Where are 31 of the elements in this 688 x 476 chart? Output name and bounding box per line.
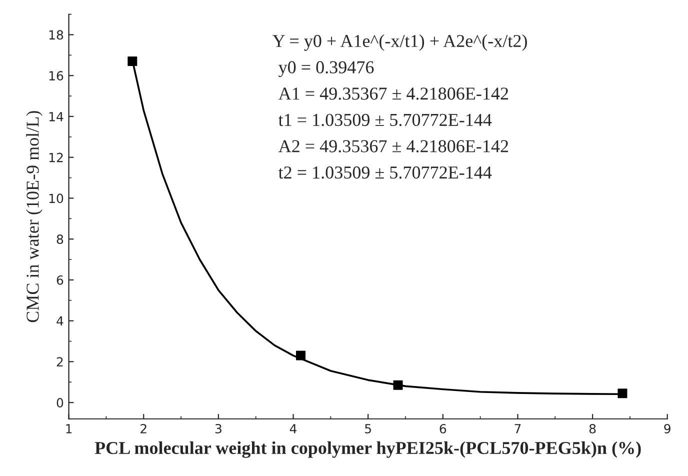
annotation: A1 = 49.35367 ± 4.21806E-142	[278, 88, 508, 100]
x-tick-label: 9	[664, 424, 670, 434]
x-tick-label: 8	[589, 424, 596, 434]
y-tick-label: 8	[56, 234, 64, 244]
x-tick-label: 2	[140, 424, 146, 434]
x-tick-label: 3	[215, 424, 222, 434]
annotation: y0 = 0.39476	[278, 61, 374, 78]
y-tick-label: 18	[49, 30, 64, 40]
y-tick-label: 12	[49, 152, 63, 162]
y-tick-label: 6	[56, 275, 64, 285]
y-tick-label: 2	[56, 357, 63, 366]
point	[618, 388, 628, 398]
y-tick-label: 0	[56, 398, 64, 408]
point	[296, 350, 306, 360]
y-tick-label: 4	[56, 316, 64, 326]
annotation: A2 = 49.35367 ± 4.21806E-142	[278, 140, 508, 152]
y-tick-label: 14	[49, 112, 64, 122]
y-tick-label: 16	[49, 71, 64, 81]
point	[128, 56, 138, 66]
x-tick-label: 1	[66, 424, 72, 434]
x-axis-title: PCL molecular weight in copolymer hyPEI25k-(PCL570-PEG5k)n (%)	[94, 441, 641, 458]
annotation: Y = y0 + A1e^(-x/t1) + A2e^(-x/t2)	[272, 34, 527, 51]
x-tick-label: 5	[365, 424, 371, 434]
x-tick-label: 7	[514, 424, 521, 434]
x-tick-label: 4	[290, 424, 297, 434]
point	[393, 380, 403, 390]
y-axis-title: CMC in water (10E-9 mol/L)	[26, 111, 42, 322]
x-tick-label: 6	[440, 424, 446, 434]
y-tick-label: 10	[49, 194, 64, 204]
annotation: t1 = 1.03509 ± 5.70772E-144	[278, 114, 492, 126]
annotation: t2 = 1.03509 ± 5.70772E-144	[278, 166, 492, 179]
